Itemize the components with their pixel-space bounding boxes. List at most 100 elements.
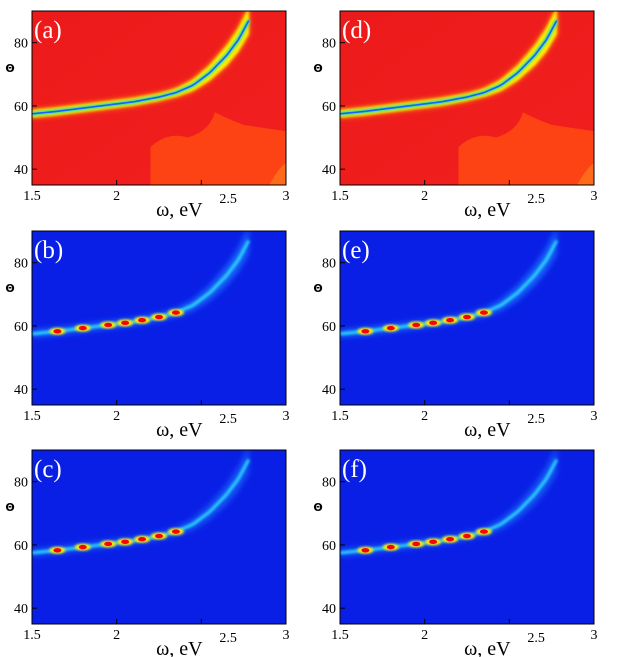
panel-b: 1.5 2 3 ω, eV 2.5 40 60 80Θ (b) [5, 230, 290, 441]
ridge-spot [78, 544, 87, 550]
y-axis-label: Θ [313, 501, 322, 514]
y-tick-label: 40 [322, 163, 336, 178]
ridge-spot [104, 322, 113, 328]
ridge-spot [171, 529, 180, 534]
x-tick-label: 2.5 [527, 631, 545, 646]
y-tick-label: 80 [14, 257, 28, 272]
x-tick-label: 1.5 [23, 628, 41, 643]
ridge-spot [155, 533, 163, 539]
heatmap-corner [269, 162, 286, 185]
panel-label: (e) [342, 237, 370, 264]
x-tick-label: 2.5 [527, 412, 545, 427]
y-tick-label: 40 [322, 383, 336, 398]
axes-frame [31, 230, 287, 406]
y-tick-label: 80 [322, 257, 336, 272]
x-axis-label: ω, eV [156, 199, 203, 221]
axes-frame [339, 230, 595, 406]
ridge-spot [446, 318, 455, 323]
panel-a: 1.5 2 3 ω, eV 2.5 40 60 80Θ (a) [5, 10, 290, 221]
y-tick-label: 40 [14, 602, 28, 617]
panel-label: (a) [34, 17, 62, 44]
y-axis-label: Θ [5, 501, 14, 514]
ridge-spot [412, 322, 421, 328]
x-tick-label: 1.5 [331, 409, 349, 424]
y-tick-label: 60 [14, 320, 28, 335]
panel-label: (d) [342, 17, 371, 44]
x-tick-label: 2 [113, 628, 120, 643]
x-tick-label: 2.5 [527, 192, 545, 207]
ridge-spot [429, 539, 438, 545]
panel-label: (f) [342, 456, 367, 483]
x-tick-label: 2.5 [219, 192, 237, 207]
x-tick-label: 1.5 [331, 628, 349, 643]
y-axis-label: Θ [313, 62, 322, 75]
ridge-spot [138, 537, 147, 542]
y-tick-label: 80 [14, 37, 28, 52]
x-axis-label: ω, eV [156, 638, 203, 657]
y-tick-label: 40 [14, 163, 28, 178]
y-tick-label: 80 [14, 476, 28, 491]
x-tick-label: 3 [283, 409, 290, 424]
y-tick-label: 40 [322, 602, 336, 617]
heatmap-low-region [150, 112, 286, 185]
x-tick-label: 2 [113, 409, 120, 424]
axes-frame [339, 449, 595, 625]
ridge-spot [386, 325, 395, 331]
ridge-spot [121, 539, 130, 545]
x-tick-label: 3 [591, 409, 598, 424]
panel-label: (b) [34, 237, 63, 264]
x-axis-label: ω, eV [156, 419, 203, 441]
panel-e: 1.5 2 3 ω, eV 2.5 40 60 80Θ (e) [313, 230, 598, 441]
y-tick-label: 60 [322, 320, 336, 335]
x-tick-label: 3 [591, 628, 598, 643]
plot-area-e [340, 231, 594, 405]
x-axis-label: ω, eV [464, 419, 511, 441]
x-tick-label: 2 [113, 189, 120, 204]
x-axis-label: ω, eV [464, 199, 511, 221]
x-tick-label: 3 [283, 628, 290, 643]
y-tick-label: 60 [14, 539, 28, 554]
plot-area-c [32, 450, 286, 624]
ridge-spot [361, 329, 370, 334]
x-axis-label: ω, eV [464, 638, 511, 657]
ridge-spot [463, 314, 471, 320]
heatmap-low-region [458, 112, 594, 185]
ridge-spot [429, 320, 438, 326]
ridge-spot [121, 320, 130, 326]
ridge-spot [138, 318, 147, 323]
axes-frame [31, 10, 287, 186]
ridge-core [32, 20, 250, 115]
ridge-spot [446, 537, 455, 542]
x-tick-label: 3 [591, 189, 598, 204]
ridge-spot [479, 529, 488, 534]
y-tick-label: 60 [14, 100, 28, 115]
ridge-spot [78, 325, 87, 331]
x-tick-label: 2 [421, 409, 428, 424]
panel-label: (c) [34, 456, 62, 483]
y-tick-label: 80 [322, 37, 336, 52]
y-axis-label: Θ [313, 282, 322, 295]
panel-f: 1.5 2 3 ω, eV 2.5 40 60 80Θ (f) [313, 449, 598, 657]
x-tick-label: 2 [421, 628, 428, 643]
ridge-spot [412, 541, 421, 547]
ridge-core [340, 20, 558, 115]
ridge-spot [171, 310, 180, 315]
axes-frame [31, 449, 287, 625]
ridge-spot [53, 548, 62, 553]
ridge-spot [104, 541, 113, 547]
plot-area-b [32, 231, 286, 405]
x-tick-label: 1.5 [23, 409, 41, 424]
plot-area-a [32, 11, 286, 185]
ridge-spot [361, 548, 370, 553]
plot-area-f [340, 450, 594, 624]
heatmap-corner [577, 162, 594, 185]
y-tick-label: 80 [322, 476, 336, 491]
ridge-spot [479, 310, 488, 315]
ridge-spot [53, 329, 62, 334]
x-tick-label: 1.5 [331, 189, 349, 204]
y-axis-label: Θ [5, 62, 14, 75]
panel-c: 1.5 2 3 ω, eV 2.5 40 60 80Θ (c) [5, 449, 290, 657]
y-tick-label: 60 [322, 100, 336, 115]
y-tick-label: 40 [14, 383, 28, 398]
